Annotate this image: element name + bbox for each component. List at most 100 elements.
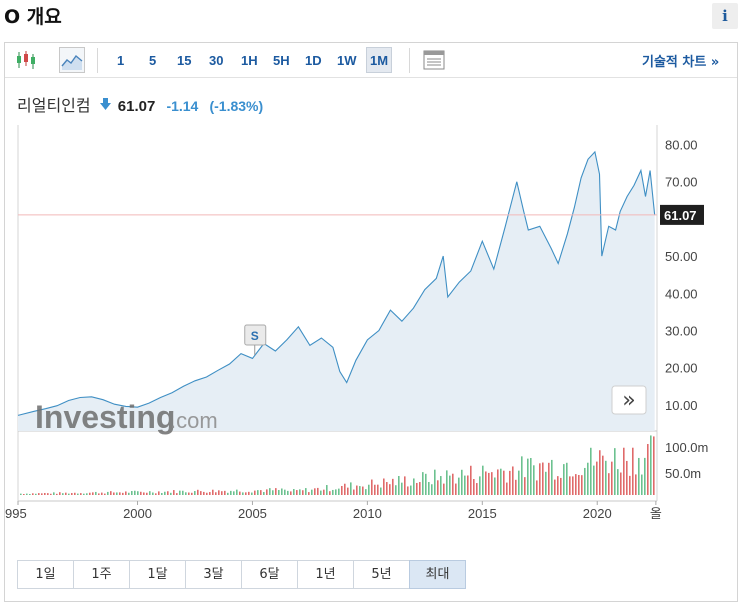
volume-bar: [623, 447, 625, 495]
last-price: 61.07: [117, 98, 156, 115]
volume-bar: [566, 462, 568, 495]
range-1d[interactable]: 1일: [17, 560, 74, 589]
volume-bar: [554, 479, 556, 495]
interval-5h[interactable]: 5H: [273, 53, 290, 68]
volume-bar: [230, 490, 232, 495]
volume-bar: [29, 494, 31, 495]
volume-bar: [107, 491, 109, 495]
interval-1[interactable]: 1: [117, 53, 125, 68]
scroll-right-icon: »: [622, 388, 635, 413]
volume-bar: [41, 493, 43, 495]
volume-bar: [20, 493, 22, 495]
volume-bar: [377, 484, 379, 495]
volume-bar: [368, 484, 370, 495]
chart-panel: 1 5 15 30 1H 5H 1D 1W 1M 기술적 차트 » 리얼티인컴 …: [4, 42, 738, 602]
volume-bar: [281, 488, 283, 495]
info-button[interactable]: i: [712, 3, 738, 29]
toolbar-divider: [409, 48, 410, 73]
volume-bar: [563, 464, 565, 495]
scroll-right-box: [611, 385, 647, 415]
volume-bar: [236, 489, 238, 495]
interval-1w[interactable]: 1W: [337, 53, 357, 68]
volume-bar: [380, 487, 382, 495]
volume-bar: [260, 490, 262, 495]
volume-bar: [335, 489, 337, 495]
volume-bar: [464, 475, 466, 495]
volume-bar: [32, 493, 34, 495]
volume-bar: [653, 436, 655, 495]
volume-bar: [203, 491, 205, 495]
interval-1d[interactable]: 1D: [305, 53, 322, 68]
volume-tick-label: 100.0m: [665, 440, 708, 455]
volume-bar: [83, 493, 85, 495]
volume-bar: [599, 450, 601, 495]
volume-bar: [491, 472, 493, 495]
table-view-icon[interactable]: [421, 47, 447, 73]
x-tick-label: 995: [5, 506, 27, 521]
volume-bar: [338, 488, 340, 495]
range-6mo[interactable]: 6달: [241, 560, 298, 589]
volume-bar: [86, 493, 88, 495]
range-max[interactable]: 최대: [409, 560, 466, 589]
volume-bar: [593, 465, 595, 495]
volume-bar: [539, 463, 541, 495]
volume-bar: [638, 457, 640, 495]
volume-bar: [296, 490, 298, 495]
volume-bar: [419, 482, 421, 495]
volume-bar: [605, 460, 607, 495]
volume-bar: [245, 492, 247, 495]
range-3mo[interactable]: 3달: [185, 560, 242, 589]
volume-bar: [578, 475, 580, 495]
volume-bar: [140, 491, 142, 495]
volume-bar: [185, 492, 187, 495]
range-1mo[interactable]: 1달: [129, 560, 186, 589]
volume-bar: [410, 485, 412, 495]
volume-bar: [221, 491, 223, 495]
interval-5[interactable]: 5: [149, 53, 157, 68]
technical-chart-link[interactable]: 기술적 차트 »: [642, 55, 720, 70]
volume-bar: [428, 482, 430, 495]
volume-bar: [152, 492, 154, 495]
volume-bar: [254, 490, 256, 495]
volume-bar: [530, 458, 532, 495]
volume-bar: [458, 477, 460, 495]
volume-bar: [365, 489, 367, 495]
volume-bar: [293, 489, 295, 495]
price-change: -1.14: [166, 98, 199, 114]
volume-bar: [284, 489, 286, 495]
volume-bar: [23, 494, 25, 495]
volume-bar: [497, 469, 499, 495]
y-tick-label: 20.00: [665, 361, 698, 376]
range-1w[interactable]: 1주: [73, 560, 130, 589]
price-chart[interactable]: Investing.comS»80.0070.0060.0050.0040.00…: [5, 43, 737, 553]
interval-15[interactable]: 15: [177, 53, 192, 68]
watermark-suffix: .com: [170, 408, 218, 433]
volume-bar: [398, 476, 400, 495]
volume-bar: [527, 458, 529, 495]
split-marker: S: [244, 324, 267, 355]
page-title: O 개요: [4, 6, 62, 28]
y-tick-label: 50.00: [665, 249, 698, 264]
volume-bar: [65, 492, 67, 495]
candlestick-icon[interactable]: [13, 47, 39, 73]
interval-1m[interactable]: 1M: [366, 47, 393, 73]
volume-bar: [89, 492, 91, 495]
volume-bar: [233, 491, 235, 495]
volume-bar: [44, 492, 46, 495]
range-5y[interactable]: 5년: [353, 560, 410, 589]
scroll-right-button[interactable]: »: [611, 385, 647, 415]
volume-bar: [317, 487, 319, 495]
volume-bar: [581, 475, 583, 495]
interval-30[interactable]: 30: [209, 53, 224, 68]
volume-bar: [395, 485, 397, 495]
volume-bar: [128, 492, 130, 495]
interval-1h[interactable]: 1H: [241, 53, 258, 68]
volume-bar: [485, 471, 487, 495]
volume-bar: [143, 492, 145, 495]
x-tick-label: 2020: [583, 506, 612, 521]
volume-bar: [323, 489, 325, 495]
volume-bar: [242, 492, 244, 495]
range-1y[interactable]: 1년: [297, 560, 354, 589]
area-chart-icon[interactable]: [59, 47, 85, 73]
volume-bar: [38, 493, 40, 495]
